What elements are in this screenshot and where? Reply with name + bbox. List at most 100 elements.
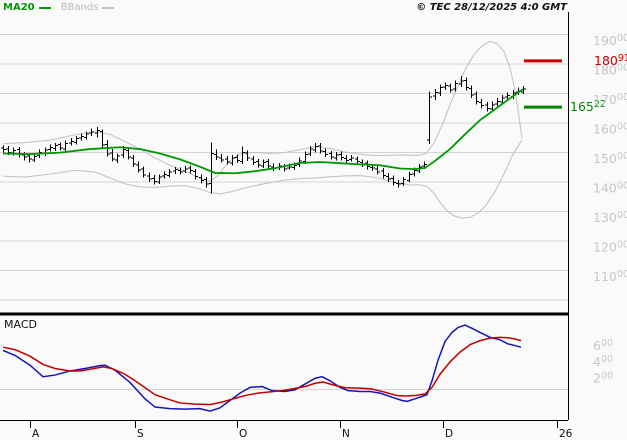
ohlc-bar — [245, 150, 250, 161]
ohlc-bar — [131, 155, 136, 167]
price-axis-label: 16000 — [593, 122, 627, 137]
legend: MA20 BBands — [3, 2, 115, 13]
ohlc-bar — [183, 165, 188, 174]
ohlc-bar — [318, 142, 323, 154]
ohlc-bar — [469, 85, 474, 98]
price-axis-label: 12000 — [593, 240, 627, 255]
ohlc-bar — [147, 172, 152, 182]
ohlc-bar — [167, 169, 172, 178]
ohlc-bar — [204, 177, 209, 188]
x-axis-label: D — [445, 428, 453, 440]
macd-axis-label: 200 — [593, 371, 613, 386]
ohlc-bar — [334, 152, 339, 161]
ohlc-bar — [69, 138, 74, 146]
ohlc-bar — [433, 89, 438, 100]
ohlc-bar — [235, 154, 240, 164]
ohlc-bar — [193, 168, 198, 180]
ohlc-bar — [162, 171, 167, 179]
ohlc-bar — [240, 146, 245, 164]
ohlc-bar — [438, 84, 443, 96]
ohlc-bar — [308, 145, 313, 157]
ohlc-bar — [1, 145, 6, 153]
macd-axis-label: 400 — [593, 354, 613, 369]
ohlc-bar — [79, 133, 84, 141]
ohlc-bar — [230, 155, 235, 166]
ohlc-bar — [48, 144, 53, 152]
ohlc-bar — [448, 83, 453, 93]
ohlc-bar — [173, 166, 178, 174]
x-axis-labels: A S O N D 26 — [30, 420, 573, 440]
ohlc-bar — [214, 149, 219, 160]
ohlc-bar — [261, 159, 266, 169]
ohlc-bar — [355, 156, 360, 165]
ohlc-bar — [323, 148, 328, 157]
ma20-line — [2, 88, 524, 175]
macd-macd-line — [2, 324, 522, 412]
ohlc-bar — [256, 158, 261, 168]
price-axis-labels: 19000 18000 17000 16000 15000 14000 13000 12000… — [593, 33, 627, 284]
ohlc-bar — [152, 175, 157, 185]
ohlc-bar — [178, 167, 183, 175]
ohlc-bar — [209, 142, 214, 194]
legend-ma20-label: MA20 — [3, 2, 35, 13]
ohlc-bar — [58, 142, 63, 151]
ohlc-bar — [505, 92, 510, 100]
ohlc-bar — [459, 76, 464, 88]
ohlc-bar — [453, 80, 458, 92]
ohlc-bar — [427, 91, 432, 144]
macd-series — [2, 324, 522, 412]
ohlc-bar — [344, 155, 349, 163]
copyright-text: © TEC 28/12/2025 4:0 GMT — [416, 2, 567, 13]
macd-axis-label: 600 — [593, 338, 613, 353]
ohlc-bar — [141, 166, 146, 178]
ohlc-bar — [391, 175, 396, 186]
ohlc-bar — [199, 174, 204, 184]
x-axis-label: O — [239, 428, 247, 440]
ohlc-bar — [84, 131, 89, 140]
x-axis-label: N — [342, 428, 350, 440]
ohlc-bar — [381, 168, 386, 179]
bbands-legend-line — [102, 6, 115, 9]
x-axis-label: S — [137, 428, 144, 440]
ohlc-bar — [360, 159, 365, 167]
x-axis-label: A — [32, 428, 40, 440]
price-axis-label: 11000 — [593, 269, 627, 284]
ohlc-bar — [521, 85, 526, 95]
ohlc-bar — [115, 153, 120, 163]
ohlc-bar — [89, 128, 94, 136]
bollinger-upper-band — [2, 40, 523, 182]
ohlc-bar — [100, 129, 105, 148]
ohlc-bar — [485, 102, 490, 112]
price-axis-label: 18000 — [593, 63, 627, 78]
price-axis-label: 17000 — [593, 92, 627, 107]
ohlc-bar — [251, 155, 256, 165]
ohlc-bar — [219, 153, 224, 163]
ohlc-bar — [349, 154, 354, 162]
ohlc-bar — [63, 140, 68, 151]
ma20-legend-line — [38, 6, 51, 9]
ohlc-bar — [225, 156, 230, 165]
macd-signal-line — [2, 336, 522, 406]
ohlc-bar — [313, 143, 318, 153]
ohlc-bar — [157, 174, 162, 184]
ohlc-bar — [443, 82, 448, 90]
ohlc-bar — [95, 127, 100, 138]
ohlc-bar — [495, 98, 500, 107]
ohlc-bar — [53, 142, 58, 151]
legend-bbands-label: BBands — [60, 2, 99, 13]
ohlc-bar — [401, 176, 406, 186]
ohlc-bar — [110, 149, 115, 162]
ohlc-bar — [375, 166, 380, 175]
x-axis-label: 26 — [559, 428, 573, 440]
ohlc-bar — [479, 99, 484, 109]
price-axis-label: 13000 — [593, 210, 627, 225]
axes — [0, 12, 569, 421]
ohlc-bar — [474, 91, 479, 105]
ohlc-bar — [266, 159, 271, 169]
ohlc-bar — [188, 165, 193, 174]
bollinger-lower-band — [2, 139, 523, 219]
price-axis-label: 19000 — [593, 33, 627, 48]
ohlc-bar — [74, 136, 79, 145]
ohlc-bar — [386, 173, 391, 183]
